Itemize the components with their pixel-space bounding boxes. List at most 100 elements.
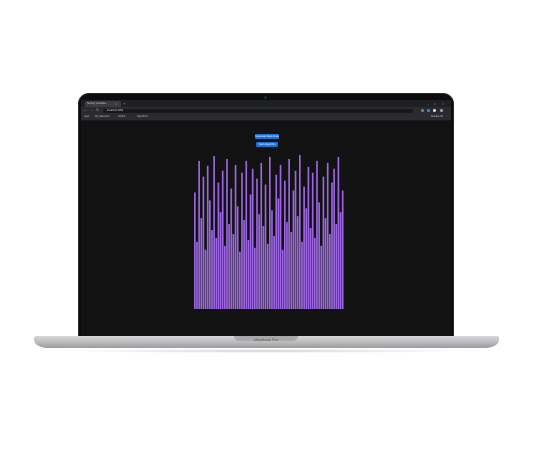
array-bar <box>200 218 203 309</box>
visualizer-page: Generate New Array Start Algorithm <box>81 121 451 336</box>
array-bars-chart <box>194 154 344 309</box>
array-bar <box>296 216 299 309</box>
browser-toolbar: ← → ↻ localhost:3000 <box>81 107 451 114</box>
array-bar <box>322 176 325 309</box>
array-bar <box>202 176 205 309</box>
array-bar <box>331 182 333 309</box>
back-icon[interactable]: ← <box>84 108 88 112</box>
array-bar <box>292 190 295 309</box>
array-bar <box>333 168 335 309</box>
array-bar <box>217 182 220 309</box>
address-bar[interactable]: localhost:3000 <box>103 108 413 113</box>
array-bar <box>232 233 235 309</box>
array-bar <box>288 158 290 309</box>
array-bar <box>219 212 222 309</box>
array-bar <box>337 156 340 309</box>
array-bar <box>299 154 301 309</box>
array-bar <box>269 156 271 309</box>
maximize-icon[interactable]: □ <box>434 102 436 106</box>
array-bar <box>241 172 243 309</box>
array-bar <box>284 180 286 309</box>
array-bar <box>226 158 228 309</box>
array-bar <box>277 198 280 309</box>
address-text: localhost:3000 <box>107 108 124 112</box>
bookmark-item[interactable]: Algorithms <box>137 116 148 118</box>
array-bar <box>329 233 331 309</box>
browser-tab[interactable]: Sorting Visualizer × <box>85 101 121 107</box>
array-bar <box>301 241 303 309</box>
array-bar <box>281 249 284 309</box>
bookmark-item[interactable]: GitHub <box>118 116 126 118</box>
minimize-icon[interactable]: – <box>427 102 429 106</box>
reload-icon[interactable]: ↻ <box>96 108 99 112</box>
array-bar <box>204 249 207 309</box>
array-bar <box>198 160 200 309</box>
array-bar <box>247 239 250 309</box>
array-bar <box>243 220 245 309</box>
array-bar <box>318 202 320 309</box>
array-bar <box>249 194 252 309</box>
array-bar <box>260 162 263 309</box>
array-bar <box>326 162 329 309</box>
forward-icon[interactable]: → <box>90 108 94 112</box>
array-bar <box>273 235 275 309</box>
array-bar <box>309 228 312 309</box>
array-bar <box>275 174 278 309</box>
array-bar <box>254 247 256 309</box>
extension-icon[interactable] <box>427 109 430 112</box>
bookmark-item[interactable]: My Classroom <box>95 116 110 118</box>
array-bar <box>239 251 241 309</box>
array-bar <box>294 170 297 309</box>
array-bar <box>194 192 196 309</box>
array-bar <box>211 230 213 309</box>
array-bar <box>307 166 310 309</box>
array-bar <box>245 160 248 309</box>
array-bar <box>230 188 233 309</box>
profile-avatar[interactable] <box>433 109 436 112</box>
array-bar <box>339 212 342 309</box>
array-bar <box>228 224 230 309</box>
array-bar <box>286 222 288 309</box>
array-bar <box>224 245 226 309</box>
laptop-screen: Sorting Visualizer × + – □ × ← → ↻ local… <box>81 100 451 336</box>
menu-icon[interactable] <box>440 109 443 112</box>
array-bar <box>234 164 237 309</box>
generate-array-button[interactable]: Generate New Array <box>255 134 279 139</box>
bookmarks-bar: Apps My Classroom GitHub Algorithms Read… <box>81 114 451 121</box>
array-bar <box>258 214 260 309</box>
start-algorithm-button[interactable]: Start Algorithm <box>256 142 278 147</box>
bookmark-item[interactable]: Apps <box>84 116 90 118</box>
array-bar <box>324 218 327 309</box>
array-bar <box>305 208 308 309</box>
array-bar <box>209 200 211 309</box>
array-bar <box>279 164 282 309</box>
laptop-notch: MacBook Pro <box>234 336 298 342</box>
array-bar <box>271 210 273 309</box>
close-window-icon[interactable]: × <box>442 102 444 106</box>
array-bar <box>196 241 198 309</box>
new-tab-icon[interactable]: + <box>123 101 126 106</box>
array-bar <box>251 168 254 309</box>
camera-icon <box>264 96 267 99</box>
tab-close-icon[interactable]: × <box>115 102 117 106</box>
array-bar <box>303 186 305 309</box>
array-bar <box>314 237 316 309</box>
array-bar <box>266 243 269 309</box>
array-bar <box>290 231 293 309</box>
laptop-shadow <box>60 349 473 353</box>
array-bar <box>236 206 239 309</box>
extension-icon[interactable] <box>421 109 424 112</box>
array-bar <box>320 245 323 309</box>
array-bar <box>311 172 314 309</box>
array-bar <box>206 165 209 309</box>
array-bar <box>316 160 318 309</box>
laptop-base: MacBook Pro <box>34 336 499 348</box>
array-bar <box>262 226 265 309</box>
array-bar <box>256 178 258 309</box>
array-bar <box>335 224 338 309</box>
array-bar <box>341 190 344 309</box>
device-label: MacBook Pro <box>253 337 278 342</box>
array-bar <box>264 184 267 309</box>
reading-list[interactable]: Reading list <box>431 116 444 118</box>
array-bar <box>213 155 215 309</box>
